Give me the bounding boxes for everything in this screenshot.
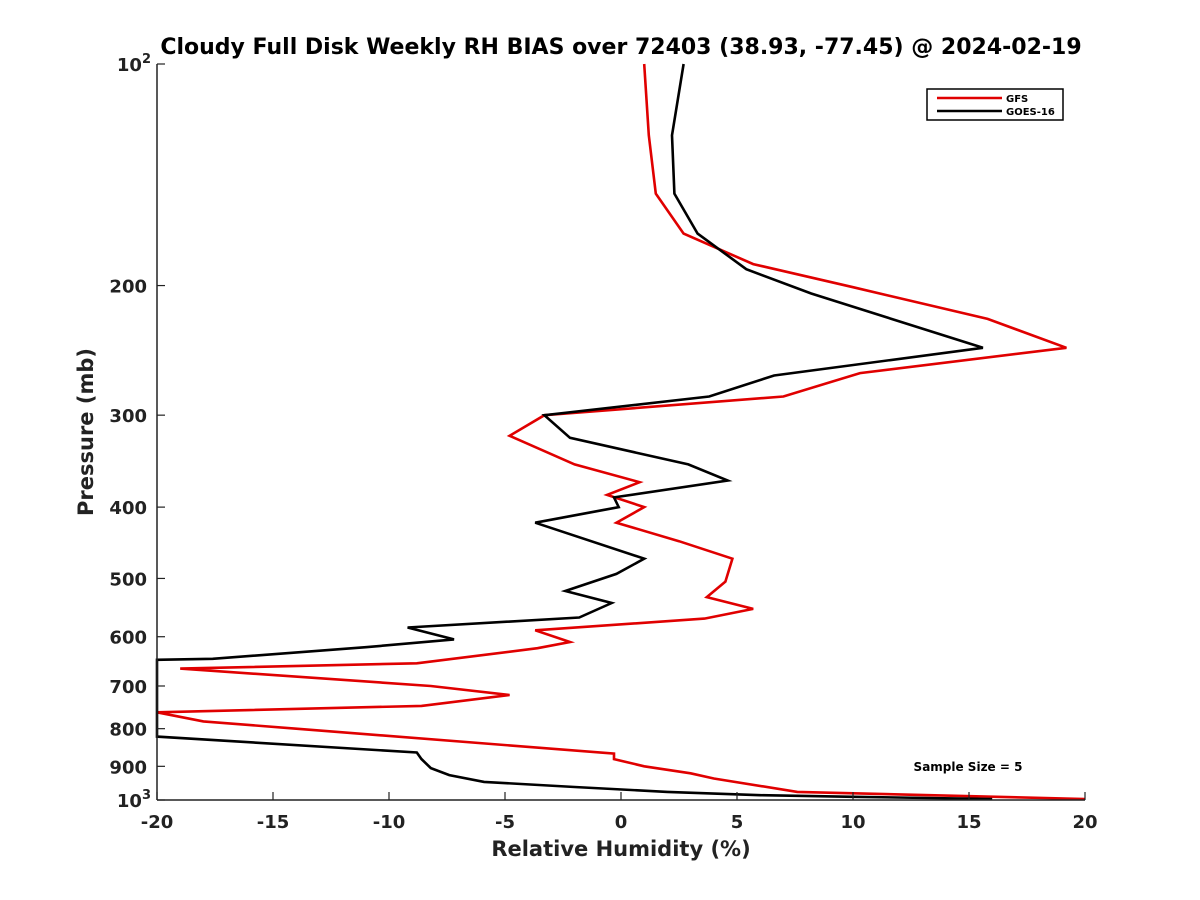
x-tick-label: -20 (141, 812, 174, 833)
series-layer (155, 63, 1086, 801)
y-tick-label: 400 (109, 498, 147, 519)
series-line-gfs (156, 63, 1086, 801)
y-tick-label: 700 (109, 677, 147, 698)
y-tick-label: 103 (117, 788, 151, 812)
y-ticks: 102 200 300 400 500 600 700 800 900 103 (109, 52, 165, 812)
y-tick-label: 102 (117, 52, 151, 76)
x-tick-label: -5 (495, 812, 515, 833)
x-tick-label: 20 (1072, 812, 1097, 833)
legend: GFS GOES-16 (926, 88, 1064, 121)
y-tick-label: 900 (109, 757, 147, 778)
y-tick-label: 800 (109, 720, 147, 741)
y-axis-label: Pressure (mb) (74, 348, 98, 516)
x-tick-label: 5 (731, 812, 744, 833)
legend-box (926, 88, 1064, 121)
x-tick-label: -10 (373, 812, 406, 833)
y-tick-label: 300 (109, 406, 147, 427)
legend-label-goes-16: GOES-16 (1006, 107, 1055, 118)
legend-label-gfs: GFS (1006, 94, 1028, 105)
y-tick-label: 600 (109, 628, 147, 649)
y-tick-label: 200 (109, 277, 147, 298)
x-tick-label: -15 (257, 812, 290, 833)
x-ticks: -20 -15 -10 -5 0 5 10 15 20 (141, 792, 1098, 833)
chart-title: Cloudy Full Disk Weekly RH BIAS over 724… (160, 35, 1081, 60)
axes-layer (156, 64, 1085, 801)
series-line-goes-16 (155, 63, 993, 801)
x-tick-label: 15 (956, 812, 981, 833)
sample-size-annotation: Sample Size = 5 (914, 760, 1023, 774)
x-tick-label: 10 (840, 812, 865, 833)
y-tick-label: 500 (109, 569, 147, 590)
x-axis-label: Relative Humidity (%) (491, 837, 750, 861)
x-tick-label: 0 (615, 812, 628, 833)
